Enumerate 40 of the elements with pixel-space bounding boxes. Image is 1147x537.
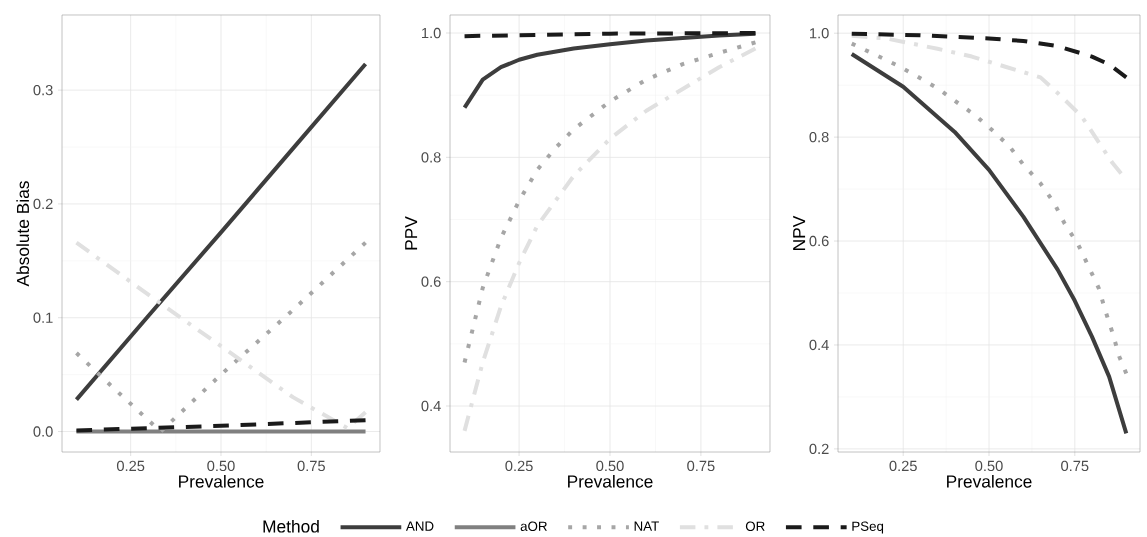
legend-label: NAT (634, 521, 659, 531)
y-tick-label: 1.0 (422, 27, 441, 39)
x-axis-title: Prevalence (568, 474, 653, 488)
line-series (849, 51, 1129, 436)
x-tick-label: 0.25 (889, 460, 917, 472)
legend-label: aOR (520, 521, 547, 531)
y-tick-label: 0.2 (809, 443, 829, 455)
line-series (74, 61, 368, 402)
x-tick-label: 0.75 (297, 460, 325, 472)
legend-label: AND (405, 521, 434, 531)
y-tick-label: 0.8 (809, 131, 829, 143)
x-tick-label: 0.25 (116, 460, 145, 472)
x-tick-label: 0.50 (207, 460, 235, 472)
y-tick-label: 0.4 (809, 339, 829, 351)
line-series (462, 40, 758, 365)
y-axis-title: NPV (793, 215, 806, 250)
y-tick-label: 0.2 (33, 198, 53, 210)
x-tick-label: 0.25 (505, 460, 533, 472)
line-series (849, 31, 1129, 80)
y-tick-label: 1.0 (810, 28, 829, 39)
line-series (462, 31, 758, 110)
y-tick-label: 0.1 (33, 312, 53, 323)
legend-label: OR (745, 521, 765, 531)
y-tick-label: 0.6 (421, 276, 441, 287)
x-tick-label: 0.50 (596, 460, 624, 472)
legend-title: Method (263, 519, 319, 533)
x-axis-title: Prevalence (179, 474, 264, 488)
y-tick-label: 0.0 (33, 426, 53, 437)
y-tick-label: 0.4 (421, 400, 441, 412)
x-tick-label: 0.50 (975, 460, 1003, 472)
y-tick-label: 0.3 (33, 84, 53, 96)
x-tick-label: 0.75 (1061, 460, 1089, 472)
legend-label: PSeq (852, 521, 884, 534)
x-tick-label: 0.75 (687, 460, 715, 472)
y-axis-title: Absolute Bias (16, 181, 30, 287)
y-axis-title: PPV (405, 216, 418, 250)
y-tick-label: 0.6 (809, 235, 829, 247)
y-tick-label: 0.8 (421, 152, 441, 163)
line-series (849, 41, 1129, 376)
x-axis-title: Prevalence (947, 474, 1032, 488)
